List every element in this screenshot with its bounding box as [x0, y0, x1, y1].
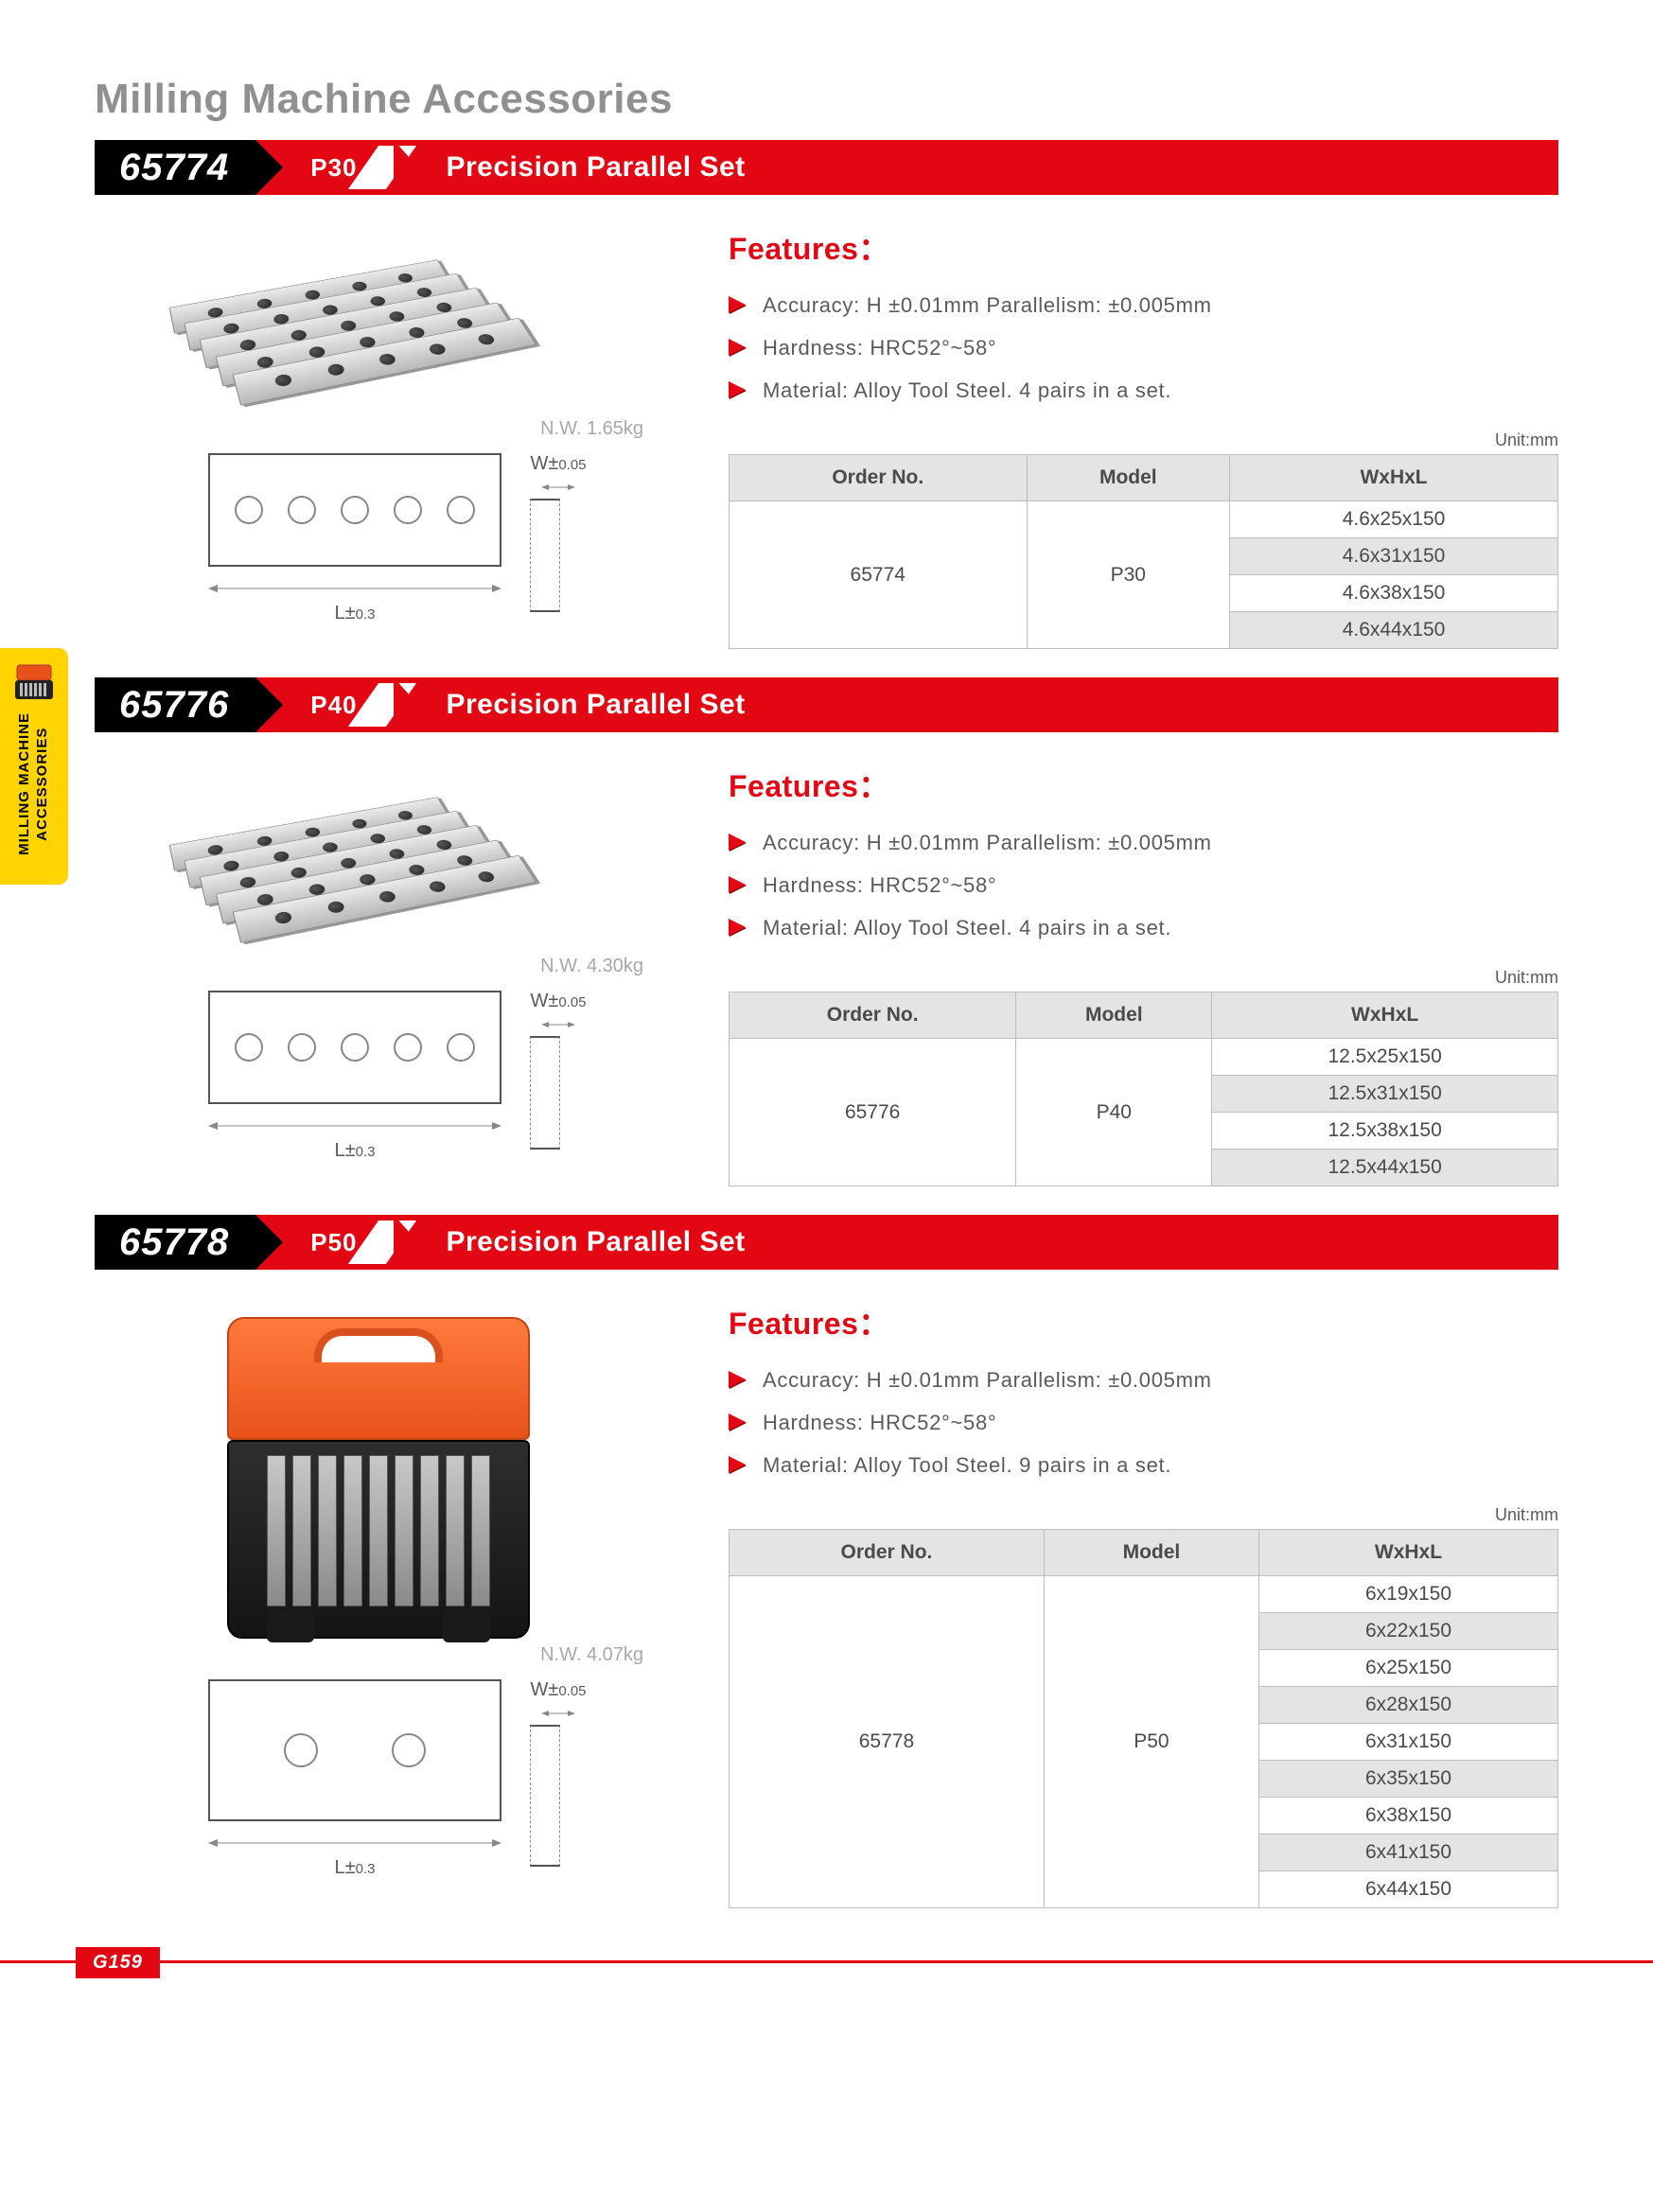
features-heading: Features：: [729, 225, 1558, 269]
unit-label: Unit:mm: [729, 430, 1558, 450]
dimension-cell: 6x44x150: [1258, 1871, 1557, 1908]
table-header: WxHxL: [1230, 455, 1558, 501]
model-cell: P50: [1044, 1576, 1258, 1908]
spec-table: Order No.ModelWxHxL65776P4012.5x25x15012…: [729, 992, 1558, 1186]
model-cell: P40: [1016, 1039, 1212, 1186]
features-list: Accuracy: H ±0.01mm Parallelism: ±0.005m…: [729, 1364, 1558, 1481]
dimension-cell: 6x22x150: [1258, 1613, 1557, 1650]
product-title: Precision Parallel Set: [394, 677, 1559, 732]
feature-item: Hardness: HRC52°~58°: [729, 869, 1558, 901]
table-header: Order No.: [730, 992, 1016, 1039]
table-header: Order No.: [730, 455, 1028, 501]
dimension-cell: 6x28x150: [1258, 1687, 1557, 1724]
dimension-cell: 12.5x31x150: [1212, 1076, 1558, 1113]
dimension-cell: 4.6x25x150: [1230, 501, 1558, 538]
table-header: Model: [1044, 1530, 1258, 1576]
feature-item: Hardness: HRC52°~58°: [729, 332, 1558, 363]
table-row: 65778P506x19x150: [730, 1576, 1558, 1613]
net-weight: N.W. 4.30kg: [95, 956, 700, 977]
page-title: Milling Machine Accessories: [95, 76, 1558, 123]
product-title: Precision Parallel Set: [394, 140, 1559, 195]
table-header: Model: [1027, 455, 1230, 501]
spec-table: Order No.ModelWxHxL65774P304.6x25x1504.6…: [729, 454, 1558, 649]
dimension-cell: 6x31x150: [1258, 1724, 1557, 1761]
dimension-cell: 4.6x44x150: [1230, 612, 1558, 649]
net-weight: N.W. 4.07kg: [95, 1644, 700, 1666]
product-image-column: N.W. 1.65kgL±0.3W±0.05: [95, 214, 700, 649]
table-header: Model: [1016, 992, 1212, 1039]
side-tab-icon: [10, 659, 58, 705]
table-header: WxHxL: [1212, 992, 1558, 1039]
unit-label: Unit:mm: [729, 968, 1558, 988]
table-header: Order No.: [730, 1530, 1045, 1576]
part-number: 65776: [95, 677, 255, 732]
table-row: 65776P4012.5x25x150: [730, 1039, 1558, 1076]
product-image-column: N.W. 4.07kgL±0.3W±0.05: [95, 1289, 700, 1908]
dimension-cell: 12.5x38x150: [1212, 1113, 1558, 1150]
product-image-column: N.W. 4.30kgL±0.3W±0.05: [95, 751, 700, 1186]
unit-label: Unit:mm: [729, 1505, 1558, 1525]
category-side-tab: MILLING MACHINEACCESSORIES: [0, 648, 68, 885]
dimension-cell: 6x38x150: [1258, 1798, 1557, 1835]
part-number: 65774: [95, 140, 255, 195]
product-title: Precision Parallel Set: [394, 1215, 1559, 1270]
dimension-cell: 4.6x38x150: [1230, 575, 1558, 612]
footer-rule: [0, 1960, 1653, 1963]
order-no-cell: 65776: [730, 1039, 1016, 1186]
page-footer: G159: [95, 1946, 1558, 1978]
dimension-cell: 6x19x150: [1258, 1576, 1557, 1613]
feature-item: Material: Alloy Tool Steel. 4 pairs in a…: [729, 375, 1558, 406]
part-number: 65778: [95, 1215, 255, 1270]
product-header-bar: 65776P40Precision Parallel Set: [95, 677, 1558, 732]
table-row: 65774P304.6x25x150: [730, 501, 1558, 538]
feature-item: Accuracy: H ±0.01mm Parallelism: ±0.005m…: [729, 290, 1558, 321]
dimension-cell: 6x41x150: [1258, 1835, 1557, 1871]
feature-item: Material: Alloy Tool Steel. 9 pairs in a…: [729, 1449, 1558, 1481]
side-tab-label: MILLING MACHINEACCESSORIES: [16, 712, 52, 855]
product-section: 65774P30Precision Parallel SetN.W. 1.65k…: [95, 140, 1558, 649]
product-header-bar: 65778P50Precision Parallel Set: [95, 1215, 1558, 1270]
order-no-cell: 65774: [730, 501, 1028, 649]
table-header: WxHxL: [1258, 1530, 1557, 1576]
product-header-bar: 65774P30Precision Parallel Set: [95, 140, 1558, 195]
model-cell: P30: [1027, 501, 1230, 649]
features-heading: Features：: [729, 1300, 1558, 1343]
feature-item: Hardness: HRC52°~58°: [729, 1407, 1558, 1438]
dimension-cell: 12.5x44x150: [1212, 1150, 1558, 1186]
product-section: 65776P40Precision Parallel SetN.W. 4.30k…: [95, 677, 1558, 1186]
dimension-cell: 4.6x31x150: [1230, 538, 1558, 575]
product-section: 65778P50Precision Parallel SetN.W. 4.07k…: [95, 1215, 1558, 1908]
feature-item: Accuracy: H ±0.01mm Parallelism: ±0.005m…: [729, 827, 1558, 858]
net-weight: N.W. 1.65kg: [95, 418, 700, 440]
spec-table: Order No.ModelWxHxL65778P506x19x1506x22x…: [729, 1529, 1558, 1908]
dimension-cell: 6x35x150: [1258, 1761, 1557, 1798]
page-number: G159: [76, 1947, 160, 1978]
feature-item: Material: Alloy Tool Steel. 4 pairs in a…: [729, 912, 1558, 943]
features-list: Accuracy: H ±0.01mm Parallelism: ±0.005m…: [729, 827, 1558, 943]
dimension-cell: 6x25x150: [1258, 1650, 1557, 1687]
feature-item: Accuracy: H ±0.01mm Parallelism: ±0.005m…: [729, 1364, 1558, 1396]
order-no-cell: 65778: [730, 1576, 1045, 1908]
features-heading: Features：: [729, 763, 1558, 806]
dimension-cell: 12.5x25x150: [1212, 1039, 1558, 1076]
features-list: Accuracy: H ±0.01mm Parallelism: ±0.005m…: [729, 290, 1558, 406]
